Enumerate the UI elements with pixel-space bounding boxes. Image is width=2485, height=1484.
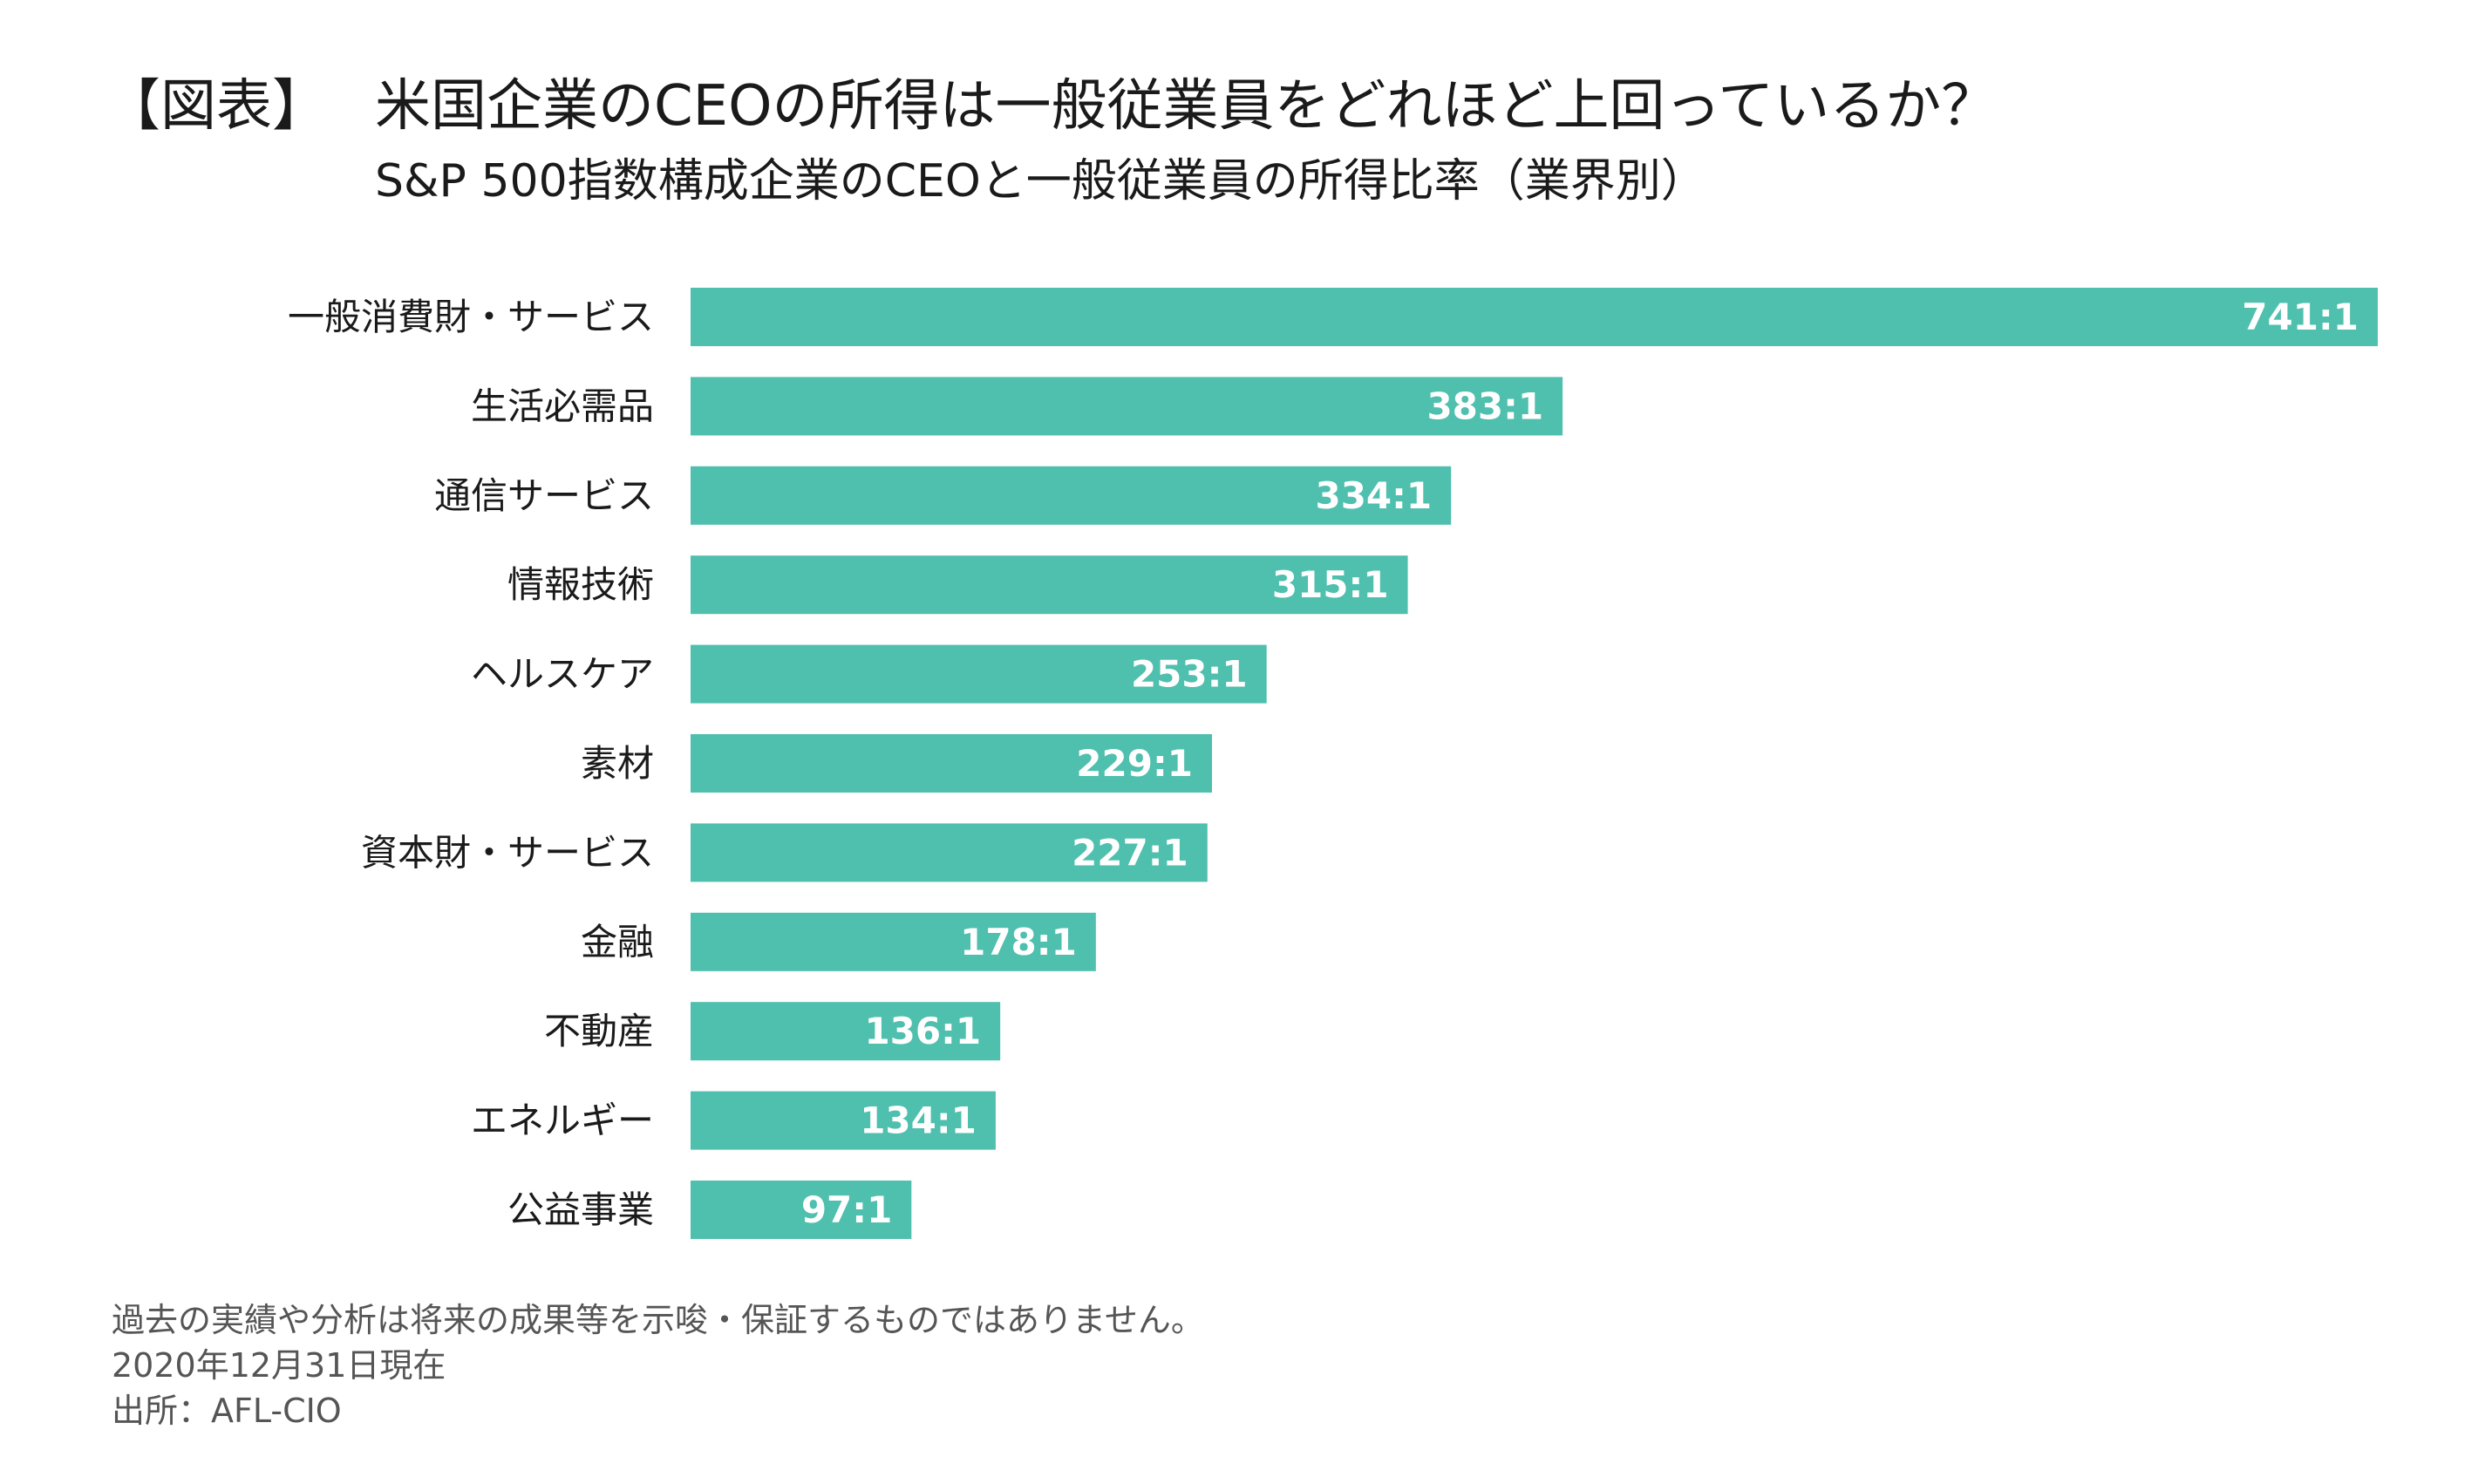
bar-value-label: 315:1 <box>1272 563 1389 606</box>
bar-value-label: 229:1 <box>1076 742 1193 785</box>
category-label: エネルギー <box>471 1099 654 1142</box>
source-note: 出所：AFL-CIO <box>112 1392 342 1430</box>
category-label: 金融 <box>581 921 654 963</box>
bar <box>691 377 1563 436</box>
chart-footer: 過去の実績や分析は将来の成果等を示唆・保証するものではありません。 2020年1… <box>112 1297 1204 1433</box>
category-label: 公益事業 <box>507 1188 654 1231</box>
bar <box>691 644 1267 704</box>
chart-header: 【図表】 米国企業のCEOの所得は一般従業員をどれほど上回っているか？ S&P … <box>105 70 2372 213</box>
category-label: ヘルスケア <box>471 653 654 696</box>
bar <box>691 823 1208 882</box>
bar-value-label: 97:1 <box>801 1188 892 1231</box>
bar-value-label: 178:1 <box>960 921 1077 963</box>
bar-value-label: 253:1 <box>1131 653 1248 696</box>
disclaimer-note: 過去の実績や分析は将来の成果等を示唆・保証するものではありません。 <box>112 1301 1204 1339</box>
bar <box>691 555 1408 615</box>
bar <box>691 1002 1001 1061</box>
category-label: 資本財・サービス <box>361 831 654 874</box>
bar-value-label: 134:1 <box>860 1099 977 1142</box>
bar <box>691 912 1096 971</box>
bar-value-label: 383:1 <box>1426 385 1543 427</box>
category-label: 通信サービス <box>434 474 654 517</box>
title-row: 【図表】 米国企業のCEOの所得は一般従業員をどれほど上回っているか？ <box>105 70 2372 143</box>
bar <box>691 288 2378 346</box>
bar <box>691 1181 912 1239</box>
category-label: 生活必需品 <box>471 385 654 427</box>
bar-value-label: 136:1 <box>864 1010 981 1052</box>
chart-subtitle: S&P 500指数構成企業のCEOと一般従業員の所得比率（業界別） <box>375 155 1706 208</box>
bar-value-label: 334:1 <box>1315 474 1432 517</box>
figure-tag: 【図表】 <box>105 74 328 139</box>
category-label: 一般消費財・サービス <box>288 296 654 338</box>
category-label: 素材 <box>581 742 654 785</box>
bar <box>691 1091 996 1150</box>
chart-title: 米国企業のCEOの所得は一般従業員をどれほど上回っているか？ <box>375 74 1998 139</box>
as-of-date: 2020年12月31日現在 <box>112 1346 446 1385</box>
category-label: 情報技術 <box>507 563 654 606</box>
bar-value-label: 741:1 <box>2242 296 2359 338</box>
bar <box>691 466 1452 525</box>
category-label: 不動産 <box>544 1010 654 1052</box>
bar-value-label: 227:1 <box>1072 831 1188 874</box>
bar <box>691 734 1212 793</box>
